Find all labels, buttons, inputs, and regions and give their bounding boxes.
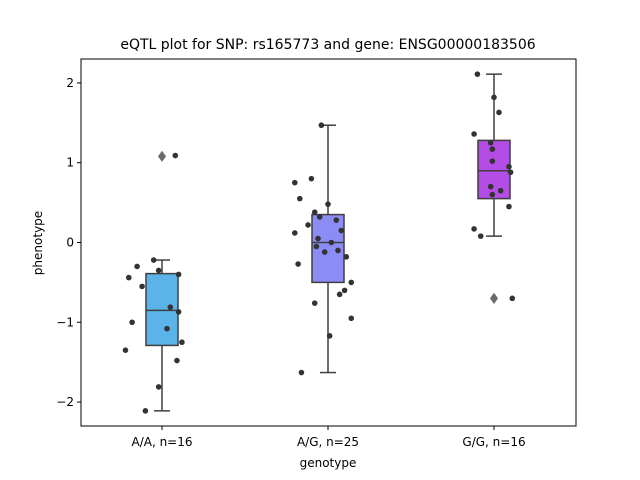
- data-point: [172, 152, 179, 159]
- data-point: [326, 333, 333, 339]
- y-tick-label: −2: [56, 395, 74, 409]
- box-group: [477, 73, 511, 304]
- x-axis-label: genotype: [300, 456, 357, 470]
- data-point: [497, 187, 504, 194]
- data-point: [333, 217, 340, 223]
- data-point: [174, 357, 180, 364]
- y-tick-label: 1: [66, 156, 74, 170]
- data-point: [150, 257, 157, 263]
- data-point: [164, 325, 170, 332]
- y-tick-label: −1: [56, 315, 74, 329]
- data-point: [474, 71, 481, 77]
- data-point: [328, 239, 335, 246]
- x-tick-label: G/G, n=16: [462, 435, 525, 449]
- data-point: [348, 315, 355, 322]
- x-tick-label: A/G, n=25: [297, 435, 359, 449]
- y-axis-label: phenotype: [31, 211, 45, 275]
- data-point: [506, 203, 512, 210]
- data-point: [305, 222, 311, 228]
- data-point: [325, 201, 331, 208]
- y-tick-label: 2: [66, 76, 74, 90]
- box: [145, 272, 179, 347]
- data-point: [471, 226, 477, 232]
- data-point: [316, 214, 323, 220]
- data-point: [496, 109, 502, 116]
- outlier-marker: [158, 150, 166, 162]
- y-tick-label: 0: [66, 236, 74, 250]
- data-point: [335, 247, 341, 254]
- data-point: [348, 279, 355, 286]
- data-point: [308, 175, 315, 182]
- chart-title: eQTL plot for SNP: rs165773 and gene: EN…: [120, 37, 535, 53]
- data-point: [292, 230, 298, 236]
- axes: −2 −1 0 1 2 A/A, n=16 A/G, n=25 G/G, n=16: [56, 76, 525, 449]
- data-point: [139, 283, 145, 290]
- data-point: [296, 195, 303, 202]
- data-point: [489, 146, 496, 152]
- data-point: [343, 254, 350, 260]
- data-point: [134, 263, 140, 270]
- data-point: [336, 291, 343, 298]
- box-group: [145, 150, 179, 412]
- data-point: [341, 287, 348, 294]
- data-point: [311, 209, 318, 215]
- data-point: [315, 235, 321, 242]
- data-point: [155, 267, 162, 274]
- data-point: [175, 271, 182, 278]
- plot-area: [122, 71, 516, 414]
- data-point: [167, 304, 174, 310]
- data-point: [489, 158, 496, 164]
- data-point: [142, 408, 149, 414]
- data-point: [129, 319, 135, 326]
- data-point: [155, 384, 162, 390]
- data-point: [175, 309, 182, 315]
- data-point: [292, 179, 298, 186]
- data-point: [489, 191, 496, 198]
- data-point: [318, 122, 325, 129]
- data-point: [122, 347, 129, 354]
- data-point: [491, 94, 497, 101]
- data-point: [506, 163, 512, 170]
- data-point: [509, 295, 516, 302]
- data-point: [471, 131, 477, 137]
- data-point: [321, 249, 328, 255]
- data-point: [487, 183, 494, 190]
- data-point: [507, 169, 514, 176]
- outlier-marker: [490, 292, 498, 304]
- data-point: [487, 139, 494, 146]
- data-point: [298, 369, 305, 376]
- box-group: [311, 124, 345, 374]
- x-tick-label: A/A, n=16: [131, 435, 192, 449]
- data-point: [179, 339, 185, 346]
- data-point: [295, 261, 301, 267]
- data-point: [313, 243, 320, 250]
- data-point: [338, 227, 345, 234]
- data-point: [126, 274, 132, 281]
- data-point: [311, 300, 318, 306]
- data-point: [477, 233, 484, 239]
